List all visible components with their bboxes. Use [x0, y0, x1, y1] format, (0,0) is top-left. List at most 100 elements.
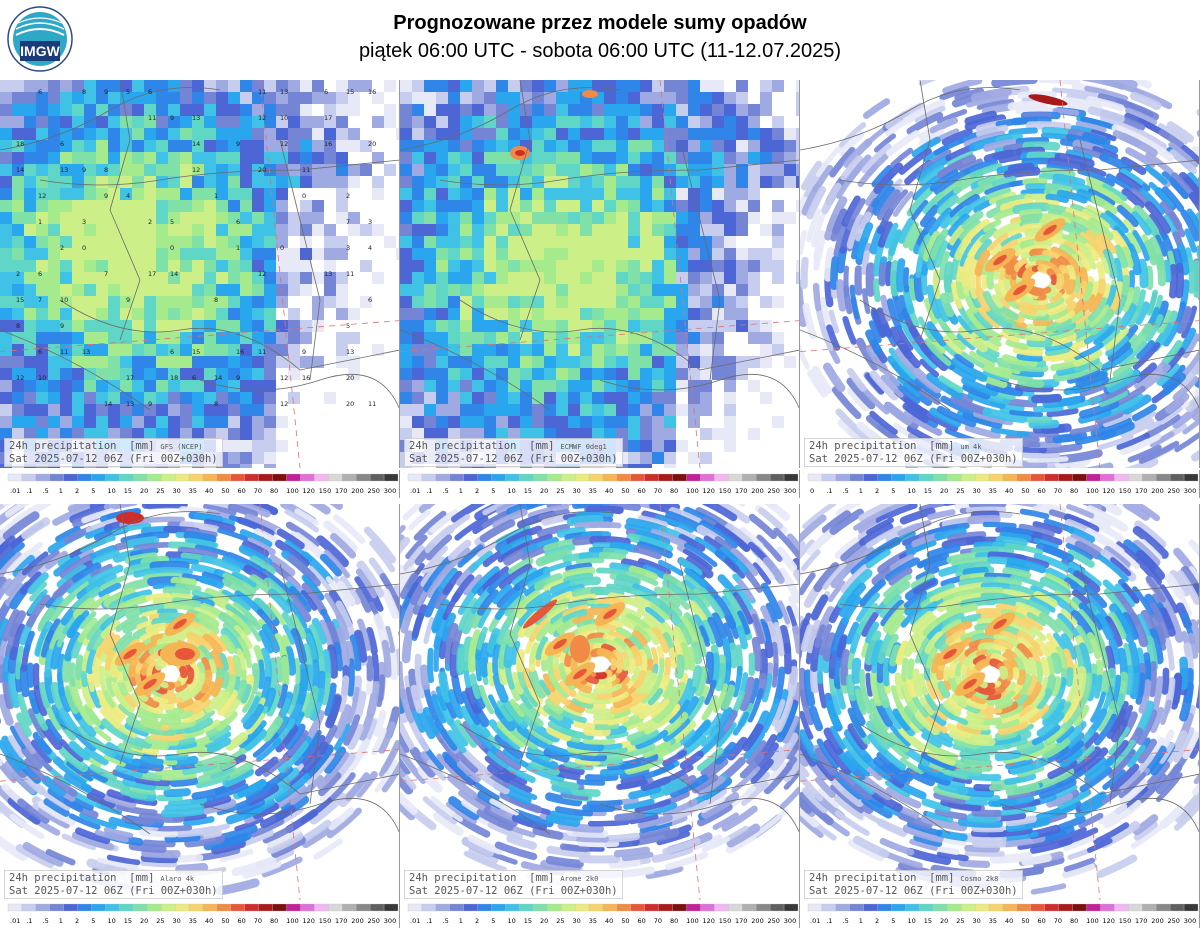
legend-tick-label: 80 — [670, 487, 678, 495]
legend-tick-label: 50 — [221, 487, 229, 495]
legend-swatch — [988, 473, 1004, 482]
legend-tick-label: 200 — [351, 917, 363, 925]
legend-tick-label: .1 — [426, 917, 432, 925]
legend-tick-label: .5 — [843, 917, 849, 925]
grid-value: 9 — [170, 114, 174, 122]
legend-swatch — [49, 903, 64, 912]
grid-value: 12 — [192, 166, 200, 174]
legend-swatch — [1002, 903, 1018, 912]
legend-tick-label: 100 — [286, 917, 298, 925]
legend-swatch — [449, 903, 464, 912]
legend-swatch — [174, 473, 190, 482]
legend-tick-label: 20 — [540, 917, 548, 925]
legend-swatch — [1058, 903, 1073, 912]
legend-tick-label: .1 — [826, 487, 832, 495]
legend-tick-label: 150 — [1119, 917, 1131, 925]
caption-title: 24h precipitation [mm] — [409, 872, 555, 884]
legend-tick-label: 70 — [654, 487, 662, 495]
legend-tick-label: 170 — [735, 917, 747, 925]
legend-tick-label: 150 — [719, 917, 731, 925]
grid-value: 17 — [126, 374, 134, 382]
legend-swatch — [1128, 473, 1143, 482]
legend-tick-label: 300 — [784, 917, 796, 925]
legend-swatch — [35, 903, 50, 912]
imgw-logo-icon: IMGW — [7, 6, 73, 72]
grid-value: 12 — [16, 374, 24, 382]
legend-swatch — [919, 473, 934, 482]
legend-swatch — [49, 473, 64, 482]
legend-tick-label: 60 — [238, 487, 246, 495]
legend-swatch — [547, 473, 562, 482]
grid-value: 10 — [280, 114, 288, 122]
grid-value: 6 — [38, 270, 42, 278]
caption-model: um 4k — [960, 443, 982, 451]
legend-tick-label: 170 — [335, 487, 347, 495]
grid-value: 9 — [104, 192, 108, 200]
legend-tick-label: 40 — [205, 917, 213, 925]
legend-swatch — [933, 903, 948, 912]
grid-value: 6 — [192, 374, 196, 382]
grid-value: 3 — [346, 244, 350, 252]
grid-value: 12 — [258, 270, 266, 278]
legend-swatch — [77, 473, 92, 482]
grid-value: 5 — [170, 218, 174, 226]
grid-value: 6 — [368, 296, 372, 304]
legend-tick-label: 170 — [1135, 487, 1147, 495]
legend-tick-label: 70 — [1054, 487, 1062, 495]
legend-tick-label: 10 — [908, 917, 916, 925]
caption-model: Arome 2k0 — [560, 875, 599, 883]
legend-swatch — [769, 903, 785, 912]
grid-value: 9 — [82, 166, 86, 174]
grid-value: 13 — [192, 114, 200, 122]
legend-swatch — [105, 473, 120, 482]
grid-value: 0 — [280, 244, 284, 252]
legend-tick-label: .5 — [443, 487, 449, 495]
legend-tick-label: 60 — [1038, 487, 1046, 495]
grid-value: 9 — [104, 88, 108, 96]
legend-tick-label: 120 — [703, 917, 715, 925]
legend-swatch — [300, 903, 315, 912]
legend-swatch — [863, 903, 878, 912]
grid-value: 11 — [60, 348, 68, 356]
legend-swatch — [728, 473, 743, 482]
legend-swatch — [491, 903, 506, 912]
legend-tick-label: 5 — [91, 487, 95, 495]
legend-tick-label: 40 — [605, 487, 613, 495]
grid-value: 14 — [192, 140, 200, 148]
legend-tick-label: 1 — [459, 917, 463, 925]
legend-swatch — [21, 473, 37, 482]
grid-value: 13 — [346, 348, 354, 356]
legend-swatch — [1183, 473, 1199, 482]
legend-swatch — [658, 903, 673, 912]
caption-date: Sat 2025-07-12 06Z (Fri 00Z+030h) — [9, 453, 218, 465]
legend-tick-label: 20 — [940, 917, 948, 925]
legend-swatch — [519, 903, 534, 912]
legend-tick-label: 150 — [319, 917, 331, 925]
legend-tick-label: 20 — [540, 487, 548, 495]
caption-title: 24h precipitation [mm] — [409, 440, 555, 452]
legend-swatch — [783, 903, 799, 912]
legend-swatch — [807, 473, 823, 482]
grid-value: 11 — [368, 400, 376, 408]
legend-colorbar: .01.1.5 1 2 5 10 15 20 25 30 35 40 50 60 70 80 100 120 15… — [407, 903, 799, 925]
grid-value: 6 — [170, 348, 174, 356]
legend-swatch — [286, 473, 301, 482]
legend-swatch — [947, 903, 962, 912]
caption-date: Sat 2025-07-12 06Z (Fri 00Z+030h) — [9, 885, 218, 897]
legend-tick-label: 35 — [989, 917, 997, 925]
legend-tick-label: 5 — [491, 917, 495, 925]
legend-tick-label: 50 — [1021, 917, 1029, 925]
grid-value: 9 — [126, 296, 130, 304]
legend-swatch — [1142, 903, 1157, 912]
grid-value: 8 — [214, 296, 218, 304]
legend-swatch — [891, 473, 906, 482]
legend-swatch — [574, 473, 590, 482]
legend-swatch — [1169, 903, 1185, 912]
legend-tick-label: 1 — [59, 917, 63, 925]
grid-value: 9 — [148, 400, 152, 408]
legend-swatch — [616, 903, 632, 912]
legend-tick-label: 10 — [908, 487, 916, 495]
legend-swatch — [477, 903, 492, 912]
legend-swatch — [328, 473, 343, 482]
legend-swatch — [230, 903, 245, 912]
